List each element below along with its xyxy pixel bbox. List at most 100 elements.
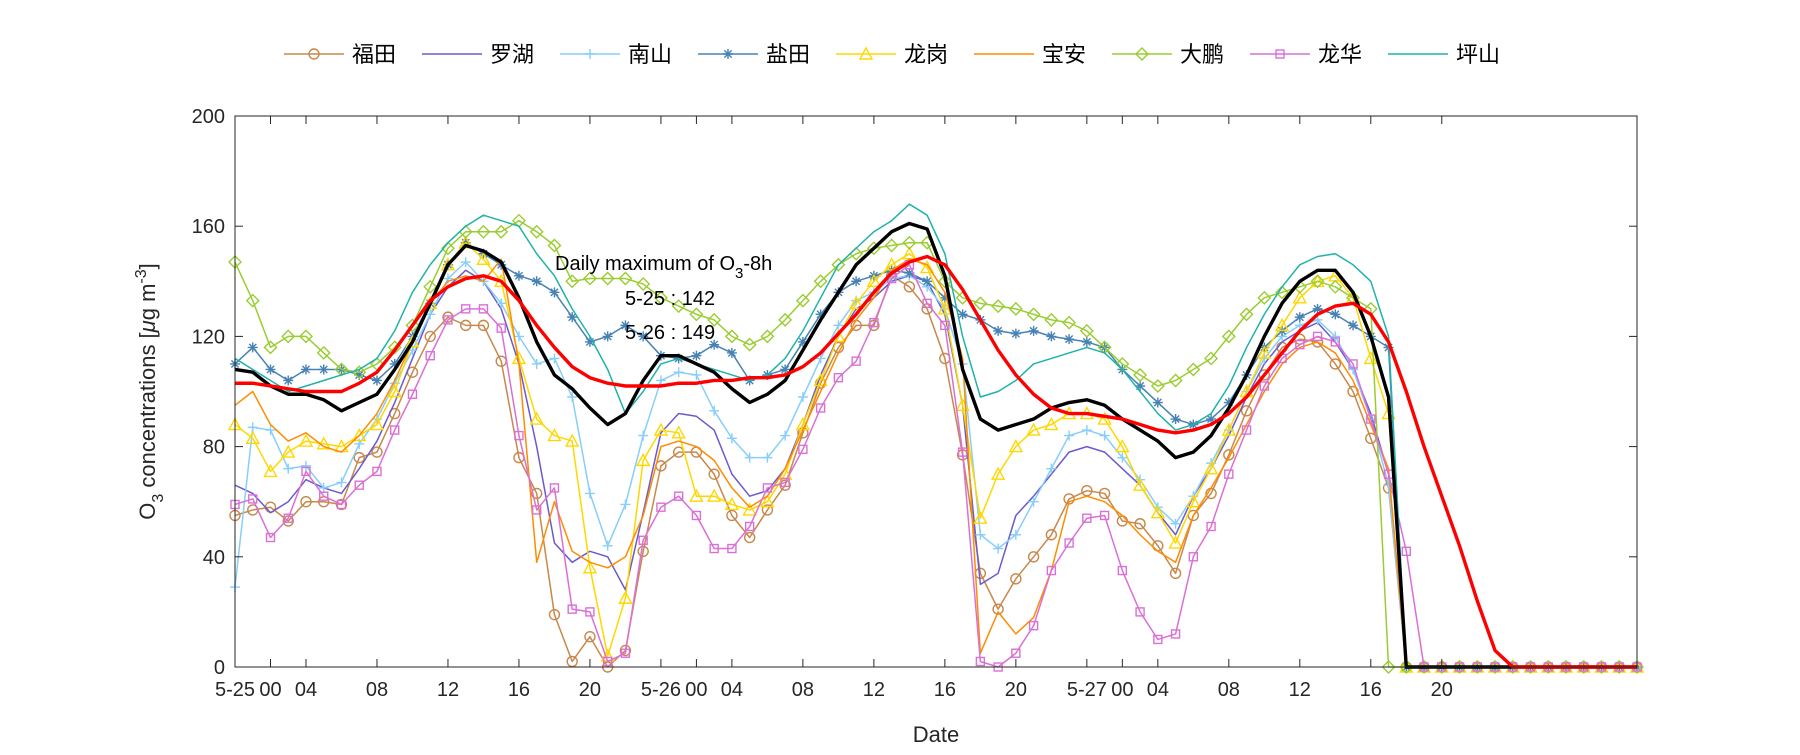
annotation-line: 5-26 : 149	[625, 322, 715, 344]
data-point	[620, 499, 631, 510]
data-point	[813, 373, 828, 387]
data-point	[1257, 345, 1272, 359]
data-point	[494, 224, 509, 239]
data-point	[726, 509, 738, 522]
data-point	[372, 466, 382, 477]
data-point	[848, 295, 864, 310]
data-point	[407, 389, 418, 399]
data-point	[425, 350, 435, 361]
data-point	[1150, 379, 1165, 393]
data-point	[513, 270, 524, 281]
data-point	[531, 276, 542, 287]
data-point	[689, 307, 704, 322]
data-point	[742, 337, 757, 352]
data-point	[851, 356, 861, 366]
legend-marker	[723, 49, 733, 59]
data-point	[1008, 301, 1023, 316]
x-tick-label: 5-27	[1067, 679, 1107, 701]
data-point	[689, 488, 704, 502]
x-tick-label: 20	[1005, 679, 1027, 701]
data-point	[815, 309, 826, 320]
data-point	[1203, 461, 1219, 475]
data-point	[937, 274, 952, 289]
data-point	[405, 334, 420, 348]
data-point	[335, 498, 348, 511]
data-point	[1206, 521, 1216, 532]
data-point	[549, 353, 560, 364]
x-tick-label: 12	[1289, 679, 1311, 701]
legend-item-福田: 福田	[284, 42, 396, 67]
legend-item-罗湖: 罗湖	[422, 42, 534, 67]
data-point	[760, 494, 775, 508]
data-point	[957, 447, 968, 457]
data-point	[565, 433, 580, 447]
data-point	[1170, 414, 1181, 425]
data-point	[247, 422, 258, 433]
data-point	[567, 604, 577, 614]
data-point	[780, 430, 791, 441]
x-tick-label: 20	[579, 679, 601, 701]
data-point	[726, 347, 737, 358]
data-point	[440, 241, 455, 256]
data-point	[797, 336, 808, 347]
data-point	[1046, 565, 1057, 576]
data-point	[1223, 397, 1234, 408]
data-point	[795, 293, 810, 308]
data-point	[265, 425, 276, 436]
data-point	[798, 444, 808, 455]
data-point	[726, 433, 737, 444]
series-line	[234, 264, 1637, 668]
data-point	[369, 417, 385, 431]
data-point	[638, 331, 649, 342]
data-point	[496, 298, 507, 309]
data-point	[1117, 565, 1128, 576]
x-tick-label: 00	[685, 679, 707, 701]
data-point	[1082, 513, 1092, 523]
data-point	[1150, 505, 1166, 519]
data-point	[443, 315, 453, 325]
data-point	[671, 299, 686, 314]
data-point	[548, 608, 561, 621]
data-point	[248, 494, 258, 504]
data-point	[922, 298, 932, 309]
data-point	[638, 535, 648, 545]
data-point	[1348, 359, 1358, 369]
legend-marker	[1135, 47, 1149, 61]
data-point	[1310, 273, 1325, 287]
data-point	[1045, 529, 1058, 541]
data-point	[975, 529, 986, 540]
data-point	[530, 487, 543, 500]
data-point	[993, 325, 1004, 336]
data-point	[671, 425, 686, 439]
data-point	[1135, 607, 1145, 617]
data-point	[1132, 477, 1148, 491]
annotation-title: Daily maximum of O3-8h	[555, 253, 772, 282]
series-line	[235, 254, 1637, 669]
data-point	[724, 329, 739, 344]
data-point	[584, 488, 595, 499]
data-point	[744, 521, 755, 532]
data-point	[600, 271, 615, 286]
data-point	[1383, 480, 1394, 491]
data-point	[797, 392, 808, 403]
data-point	[851, 276, 862, 287]
data-point	[780, 364, 791, 375]
data-point	[584, 630, 596, 643]
data-point	[247, 342, 258, 353]
data-point	[1011, 648, 1021, 658]
series-line	[234, 221, 1637, 669]
data-point	[673, 491, 684, 501]
data-point	[991, 299, 1006, 314]
data-point	[618, 590, 633, 604]
data-point	[637, 545, 649, 557]
series-reference-10	[235, 254, 1637, 669]
data-point	[281, 329, 296, 344]
legend-item-宝安: 宝安	[974, 42, 1086, 67]
data-point	[423, 279, 438, 294]
x-tick-label: 08	[1218, 679, 1240, 701]
data-point	[1010, 529, 1021, 540]
data-point	[316, 345, 331, 360]
data-point	[1010, 328, 1021, 339]
